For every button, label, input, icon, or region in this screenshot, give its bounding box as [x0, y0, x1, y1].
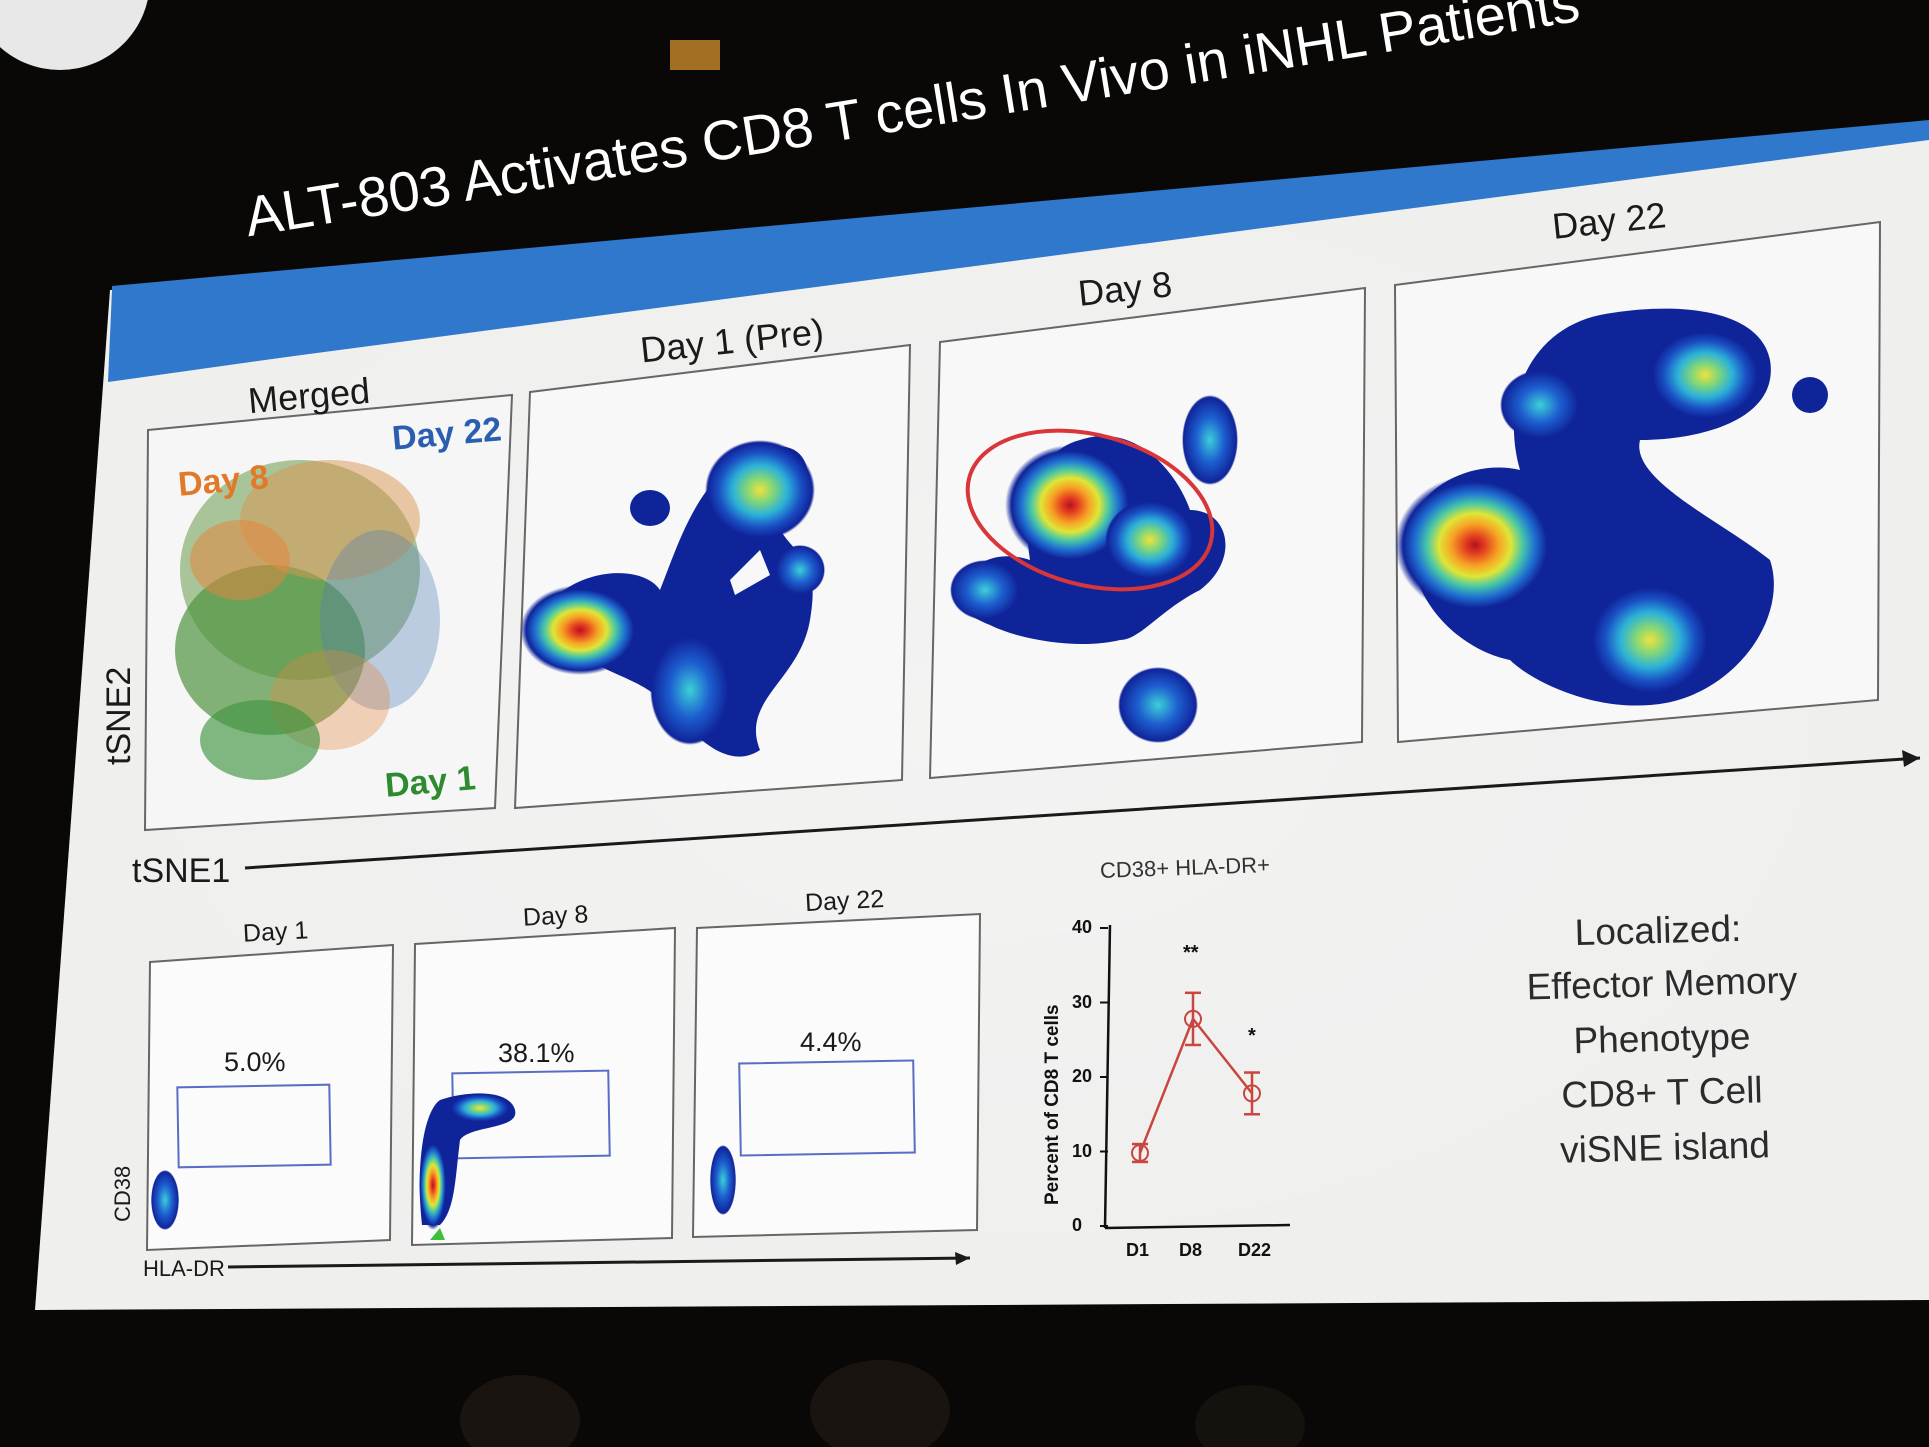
graph-point — [1243, 1084, 1261, 1103]
graph-xtick-label: D22 — [1238, 1240, 1272, 1260]
sig-d8: ** — [1183, 942, 1199, 964]
graph-ytick-label: 30 — [1072, 991, 1093, 1012]
audience-silhouettes — [460, 1360, 1305, 1447]
graph-xtick-label: D1 — [1126, 1240, 1150, 1260]
tsne1-label: tSNE1 — [132, 852, 231, 890]
graph-ylabel: Percent of CD8 T cells — [1042, 1004, 1063, 1205]
legend-day8: Day 8 — [176, 458, 271, 504]
hladr-label: HLA-DR — [143, 1256, 225, 1281]
day8-gate-pct: 38.1% — [498, 1038, 575, 1068]
tsne2-label: tSNE2 — [100, 666, 138, 765]
day1-gate-pct: 5.0% — [224, 1047, 286, 1077]
graph-ytick-label: 20 — [1072, 1066, 1093, 1086]
day1-density — [520, 440, 825, 757]
day22-gate-pct: 4.4% — [800, 1027, 862, 1057]
day1-gate — [176, 1083, 332, 1169]
legend-day1: Day 1 — [383, 759, 478, 805]
day22-density — [1395, 308, 1828, 706]
cd38-hladr-graph — [1100, 924, 1291, 1230]
graph-point — [1131, 1143, 1149, 1162]
graph-xtick-label: D8 — [1179, 1240, 1203, 1260]
bottom-day8-label: Day 8 — [522, 900, 589, 932]
bottom-day22-label: Day 22 — [804, 884, 885, 918]
graph-point — [1184, 1009, 1202, 1028]
graph-ytick-label: 40 — [1072, 917, 1093, 937]
day8-density — [950, 395, 1238, 743]
graph-ytick-label: 0 — [1072, 1215, 1083, 1235]
day22-gate — [738, 1059, 916, 1157]
bottom-day1-label: Day 1 — [242, 916, 309, 948]
cd38-label: CD38 — [110, 1165, 135, 1222]
merged-scatter — [175, 460, 440, 780]
sig-d22: * — [1248, 1025, 1256, 1047]
graph-x-axis — [1104, 1223, 1291, 1230]
graph-ytick-label: 10 — [1072, 1140, 1093, 1161]
